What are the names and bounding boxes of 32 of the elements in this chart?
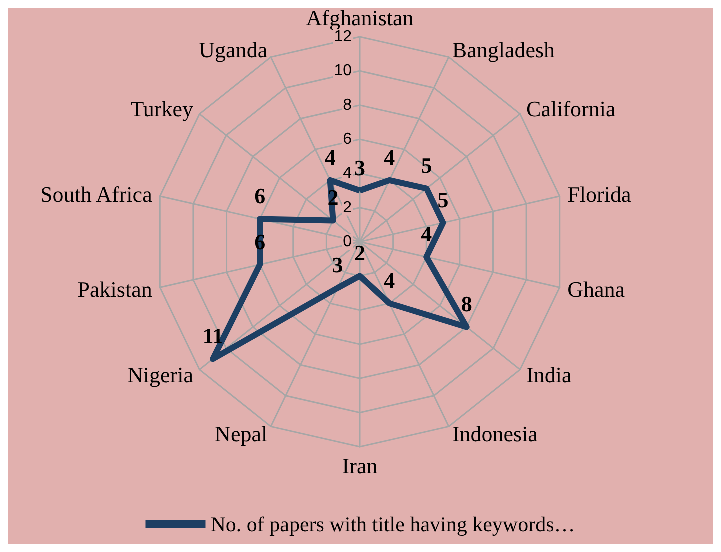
y-tick-label: 0: [343, 234, 352, 250]
y-tick-label: 12: [334, 28, 352, 46]
y-tick-label: 8: [343, 96, 352, 114]
spoke-label: Indonesia: [452, 421, 538, 446]
spoke-label: Iran: [342, 454, 378, 478]
y-tick-label: 2: [343, 199, 352, 216]
spoke-label: Turkey: [130, 96, 194, 122]
y-tick-label: 4: [343, 165, 352, 182]
y-tick-label: 10: [334, 62, 352, 80]
data-label: 4: [384, 268, 396, 294]
spoke-label: Bangladesh: [452, 38, 556, 63]
spoke-label: Pakistan: [78, 276, 152, 302]
data-label: 11: [202, 324, 224, 349]
spoke-label: India: [526, 362, 572, 388]
spoke-label: Nigeria: [128, 362, 194, 388]
spoke-label: California: [526, 96, 616, 122]
data-label: 3: [332, 252, 344, 278]
data-label: 4: [384, 144, 396, 170]
spoke-label: South Africa: [40, 182, 153, 208]
spoke-label: Ghana: [568, 276, 626, 302]
legend-label: No. of papers with title having keywords…: [210, 512, 576, 536]
data-label: 8: [461, 292, 472, 317]
spoke-label: Afghanistan: [306, 6, 414, 30]
spoke-label: Florida: [568, 182, 632, 208]
spoke-label: Uganda: [199, 38, 268, 63]
y-tick-label: 6: [343, 131, 352, 148]
data-label: 6: [254, 184, 266, 209]
data-label: 5: [438, 187, 449, 212]
spoke-label: Nepal: [215, 421, 268, 446]
data-label: 3: [354, 155, 366, 180]
data-label: 5: [421, 153, 432, 178]
data-label: 4: [421, 222, 432, 247]
